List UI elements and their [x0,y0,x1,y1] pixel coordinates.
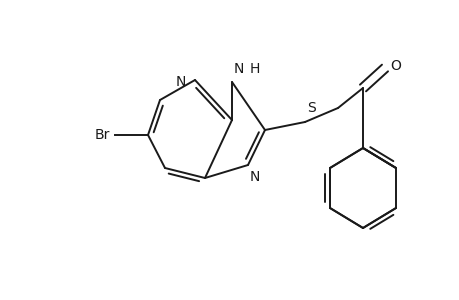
Text: N: N [175,75,185,89]
Text: O: O [389,59,400,73]
Text: N: N [234,62,244,76]
Text: N: N [249,170,260,184]
Text: S: S [306,101,315,115]
Text: H: H [249,62,260,76]
Text: Br: Br [95,128,110,142]
